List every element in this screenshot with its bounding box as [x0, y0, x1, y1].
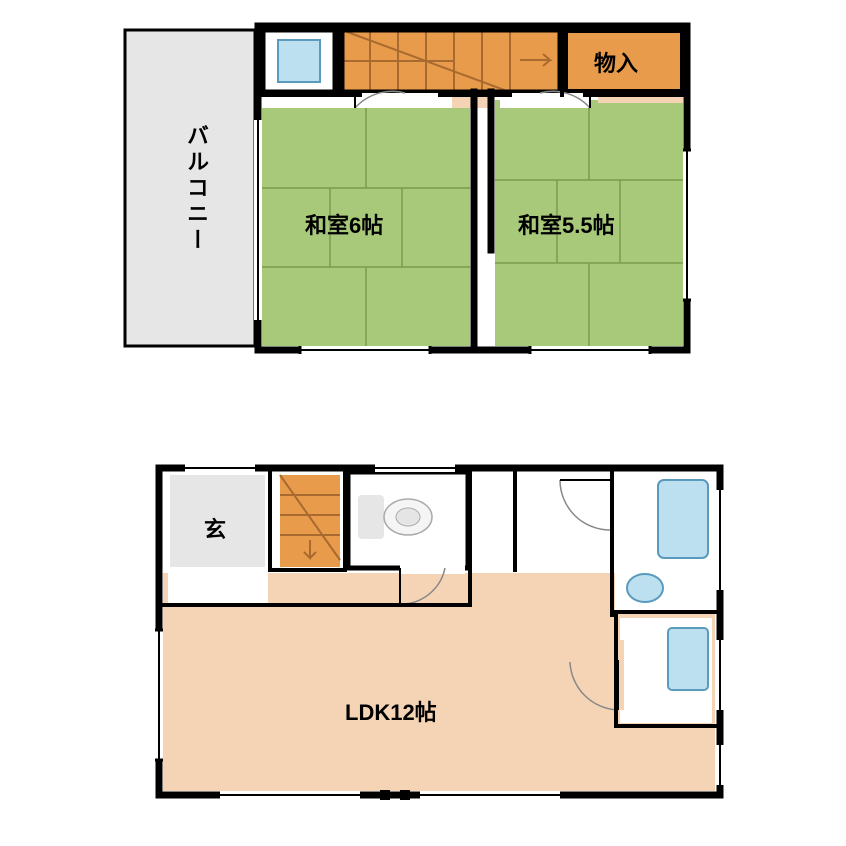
washitsu6-label: 和室6帖	[305, 208, 383, 240]
entrance-label: 玄	[204, 512, 226, 544]
ldk-label: LDK12帖	[345, 695, 437, 727]
balcony-label: バルコニー	[180, 124, 212, 254]
storage-label: 物入	[594, 46, 638, 78]
washitsu55-label: 和室5.5帖	[518, 208, 615, 240]
